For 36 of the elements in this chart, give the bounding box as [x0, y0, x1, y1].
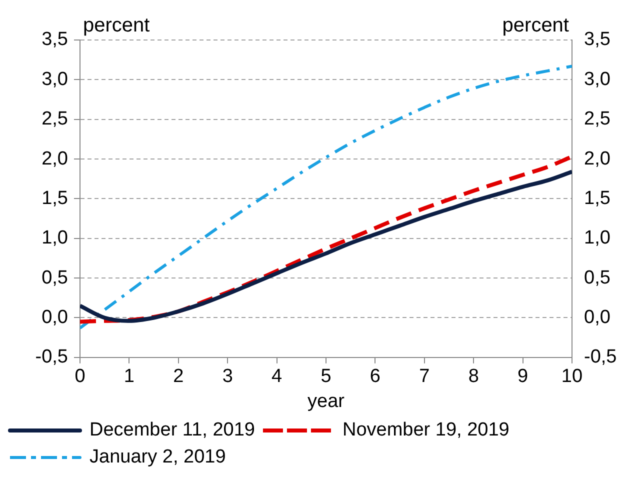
- x-tick-label: 9: [518, 366, 528, 388]
- y2-tick-label: 0,0: [584, 306, 610, 328]
- x-tick-label: 0: [74, 366, 86, 388]
- legend-label: November 19, 2019: [342, 420, 510, 441]
- y-tick-label: -0,5: [35, 346, 68, 368]
- y2-axis-title: percent: [502, 14, 570, 37]
- x-tick-label: 4: [272, 366, 283, 388]
- x-tick-label: 7: [419, 366, 430, 388]
- y-tick-label: 0,5: [42, 267, 68, 288]
- x-tick-label: 1: [124, 366, 134, 388]
- y-tick-label: 3,5: [42, 29, 68, 50]
- y2-tick-label: 3,5: [584, 29, 610, 50]
- x-tick-label: 2: [173, 366, 184, 388]
- y2-tick-label: 0,5: [584, 267, 610, 288]
- y-axis-title: percent: [83, 14, 150, 37]
- y-tick-label: 0,0: [42, 306, 68, 328]
- y-tick-label: 1,0: [42, 228, 68, 249]
- line-series: [80, 64, 572, 330]
- y-tick-label: 2,5: [42, 108, 68, 130]
- y-tick-label: 3,0: [42, 68, 68, 90]
- legend-label: January 2, 2019: [90, 446, 226, 468]
- x-tick-label: 5: [320, 366, 332, 388]
- y2-tick-label: 2,0: [584, 148, 610, 170]
- x-axis-title: year: [308, 390, 346, 412]
- legend-label: December 11, 2019: [90, 420, 255, 441]
- x-tick-label: 6: [370, 366, 380, 388]
- y2-tick-label: 1,5: [584, 188, 610, 209]
- y2-tick-label: 2,5: [584, 108, 610, 130]
- x-tick-label: 10: [561, 366, 583, 388]
- y2-tick-label: 1,0: [584, 228, 610, 249]
- x-tick-label: 8: [468, 366, 479, 388]
- y2-tick-label: 3,0: [584, 68, 610, 90]
- y2-tick-label: -0,5: [584, 346, 617, 368]
- y-tick-label: 2,0: [42, 148, 68, 170]
- x-tick-label: 3: [222, 366, 233, 388]
- y-tick-label: 1,5: [42, 188, 68, 209]
